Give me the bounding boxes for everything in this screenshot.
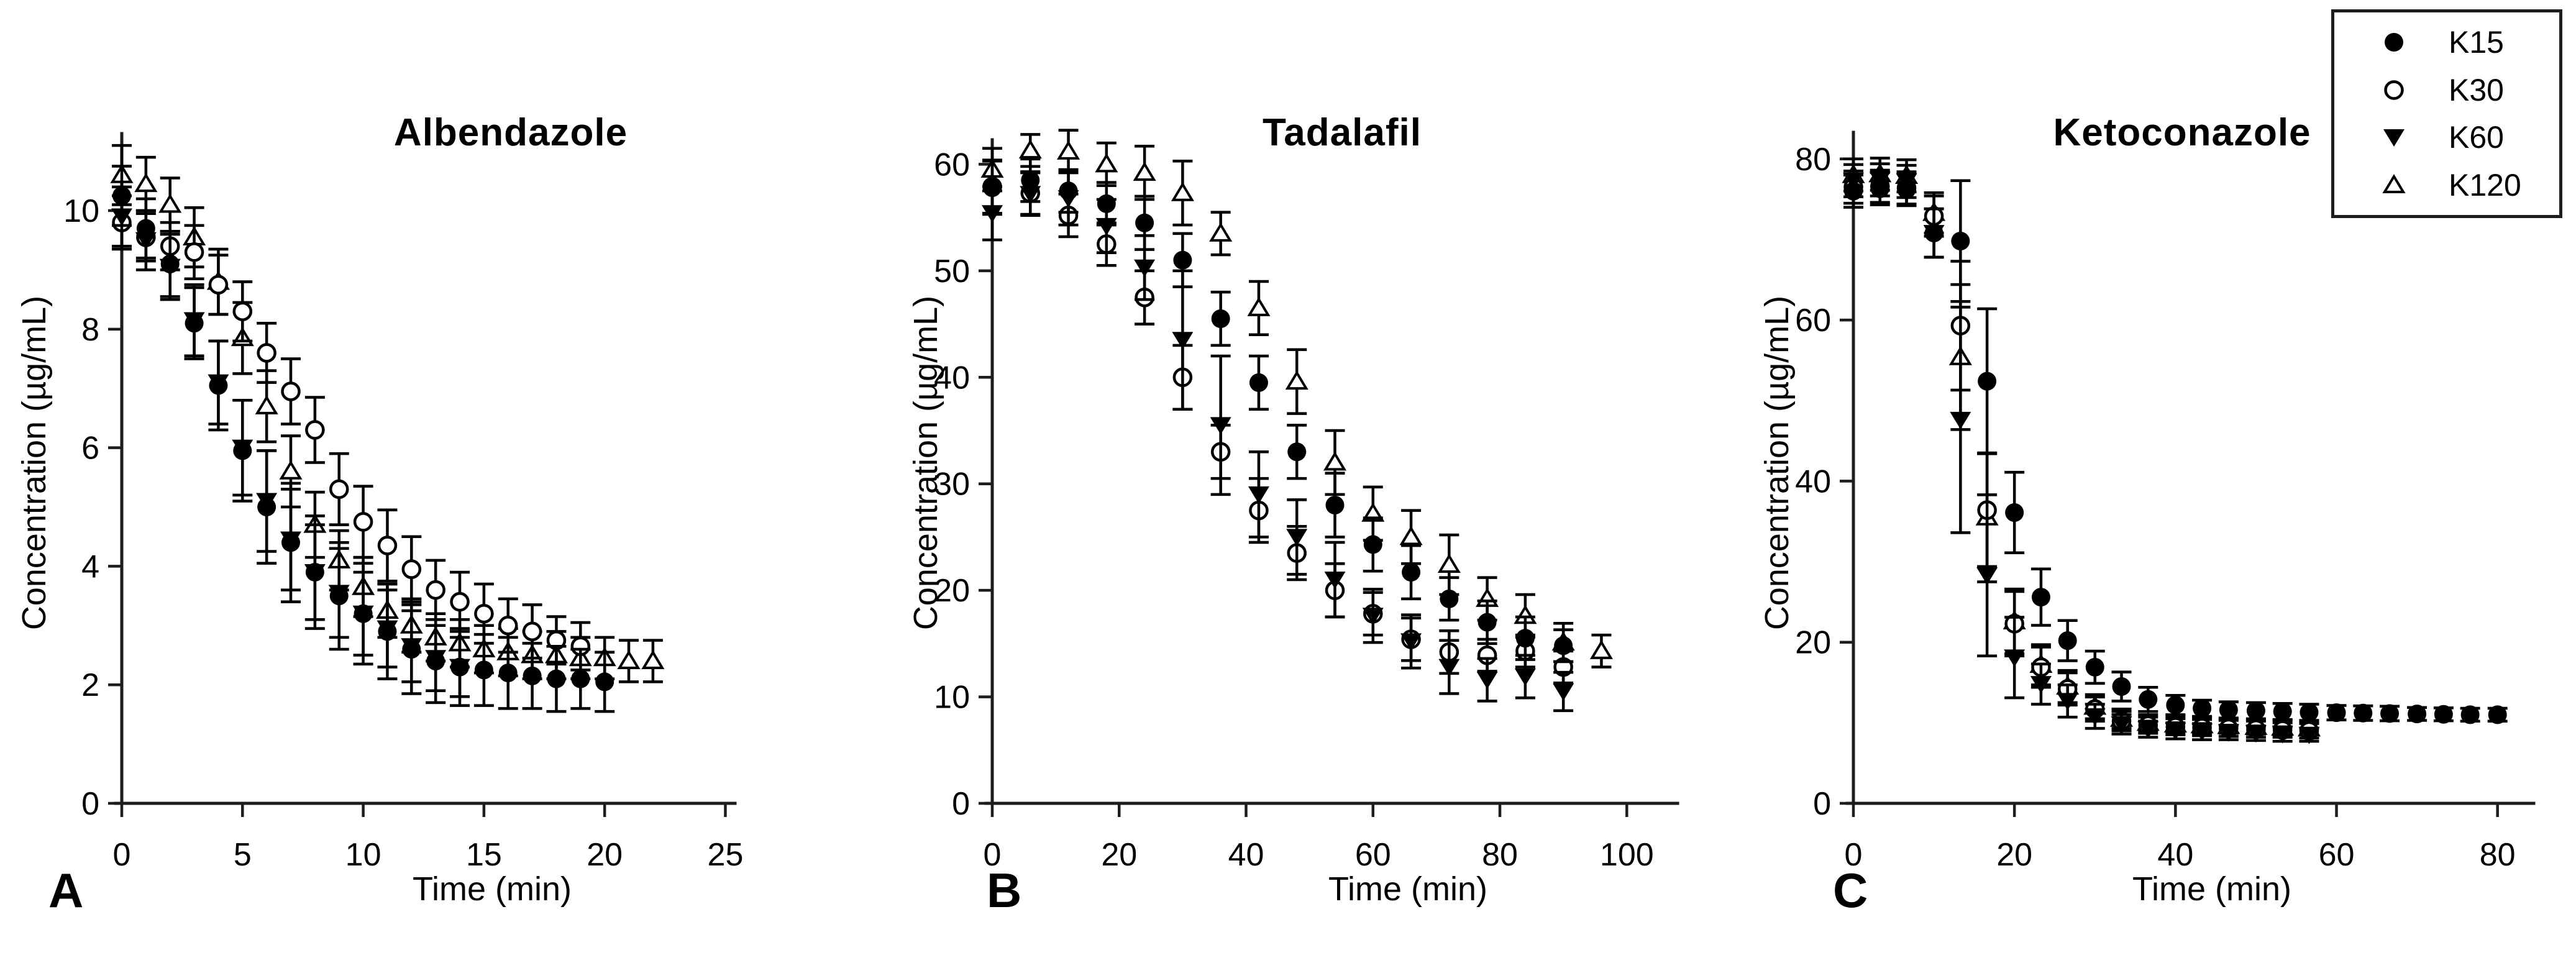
panel-a-x-axis-label: Time (min) xyxy=(413,870,572,908)
x-tick-label: 0 xyxy=(1845,837,1863,873)
y-tick-label: 60 xyxy=(934,147,970,183)
tick-labels: 0 10 20 30 40 50 60 0 20 40 60 80 100 xyxy=(934,147,1654,873)
panel-a: 0 2 4 6 8 10 0 5 10 15 20 25 xyxy=(63,132,743,873)
series-K15 xyxy=(112,165,615,713)
series-K15 xyxy=(1843,171,2508,724)
y-tick-label: 80 xyxy=(1795,142,1831,178)
y-tick-label: 20 xyxy=(934,573,970,609)
panel-a-y-axis-label: Concentration (µg/mL) xyxy=(16,295,53,631)
panel-c-y-axis-label: Concentration (µg/mL) xyxy=(1758,295,1796,631)
x-tick-label: 40 xyxy=(2157,837,2193,873)
y-tick-label: 0 xyxy=(1813,786,1831,822)
triangle-down-filled-icon xyxy=(2383,129,2405,147)
legend-item-k30: K30 xyxy=(2334,72,2559,108)
x-tick-label: 10 xyxy=(345,837,381,873)
y-tick-label: 8 xyxy=(81,312,99,348)
x-tick-label: 15 xyxy=(466,837,502,873)
y-tick-label: 50 xyxy=(934,253,970,290)
legend-label: K60 xyxy=(2449,120,2504,155)
legend-label: K15 xyxy=(2449,24,2504,60)
legend-item-k15: K15 xyxy=(2334,24,2559,60)
series-K60 xyxy=(1843,162,2320,744)
x-tick-label: 80 xyxy=(2480,837,2516,873)
x-tick-label: 0 xyxy=(984,837,1002,873)
legend-item-k60: K60 xyxy=(2334,119,2559,155)
x-tick-label: 25 xyxy=(708,837,744,873)
error-bars-K30 xyxy=(1843,168,2319,740)
legend-box: K15 K30 K60 K120 xyxy=(2331,9,2562,218)
y-tick-label: 60 xyxy=(1795,303,1831,339)
panel-a-title: Albendazole xyxy=(393,111,628,154)
x-tick-label: 5 xyxy=(234,837,252,873)
panel-c-letter: C xyxy=(1833,863,1868,918)
y-tick-label: 10 xyxy=(934,680,970,716)
x-tick-label: 60 xyxy=(2319,837,2355,873)
error-bars-K15 xyxy=(1843,171,2508,723)
error-bars-K120 xyxy=(1843,157,2319,737)
y-tick-label: 40 xyxy=(1795,463,1831,500)
series-K30 xyxy=(112,194,591,672)
legend-label: K30 xyxy=(2449,72,2504,107)
y-tick-label: 0 xyxy=(952,786,970,822)
x-tick-label: 0 xyxy=(113,837,131,873)
x-tick-label: 20 xyxy=(587,837,623,873)
triangle-up-open-icon xyxy=(2382,174,2406,194)
panel-b-title: Tadalafil xyxy=(1263,111,1422,154)
axes xyxy=(984,138,1679,805)
tick-labels: 0 2 4 6 8 10 0 5 10 15 20 25 xyxy=(63,193,743,873)
y-tick-label: 10 xyxy=(63,193,99,229)
panel-c-title: Ketoconazole xyxy=(2053,111,2311,154)
panel-b-y-axis-label: Concentration (µg/mL) xyxy=(907,295,944,631)
error-bars-K60 xyxy=(1843,162,2319,743)
x-tick-label: 20 xyxy=(1996,837,2032,873)
tick-labels: 0 20 40 60 80 0 20 40 60 80 xyxy=(1795,142,2515,873)
series-K30 xyxy=(1843,168,2319,741)
axes xyxy=(114,132,737,805)
axes xyxy=(1845,130,2536,805)
circle-filled-icon xyxy=(2385,32,2403,52)
panel-c-x-axis-label: Time (min) xyxy=(2132,870,2291,908)
ticks xyxy=(979,163,1628,817)
error-bars-K30 xyxy=(112,194,591,672)
x-tick-label: 40 xyxy=(1228,837,1264,873)
y-tick-label: 40 xyxy=(934,360,970,396)
x-tick-label: 100 xyxy=(1600,837,1654,873)
ticks xyxy=(108,209,727,817)
y-tick-label: 6 xyxy=(81,431,99,467)
y-tick-label: 0 xyxy=(81,786,99,822)
panel-a-letter: A xyxy=(48,863,84,918)
legend-item-k120: K120 xyxy=(2334,167,2559,203)
panel-c: 0 20 40 60 80 0 20 40 60 80 xyxy=(1795,130,2536,873)
series-K60 xyxy=(982,170,1574,713)
series-K120 xyxy=(1842,157,2321,737)
legend-label: K120 xyxy=(2449,168,2521,203)
panel-b: 0 10 20 30 40 50 60 0 20 40 60 80 100 xyxy=(934,129,1679,873)
panel-b-x-axis-label: Time (min) xyxy=(1328,870,1487,908)
x-tick-label: 60 xyxy=(1355,837,1391,873)
y-tick-label: 20 xyxy=(1795,625,1831,661)
x-tick-label: 20 xyxy=(1101,837,1137,873)
y-tick-label: 4 xyxy=(81,549,99,585)
y-tick-label: 2 xyxy=(81,667,99,703)
x-tick-label: 80 xyxy=(1482,837,1518,873)
y-tick-label: 30 xyxy=(934,467,970,503)
series-K15 xyxy=(982,157,1574,664)
panel-b-letter: B xyxy=(987,863,1022,918)
circle-open-icon xyxy=(2384,80,2404,100)
error-bars-K15 xyxy=(982,157,1574,664)
